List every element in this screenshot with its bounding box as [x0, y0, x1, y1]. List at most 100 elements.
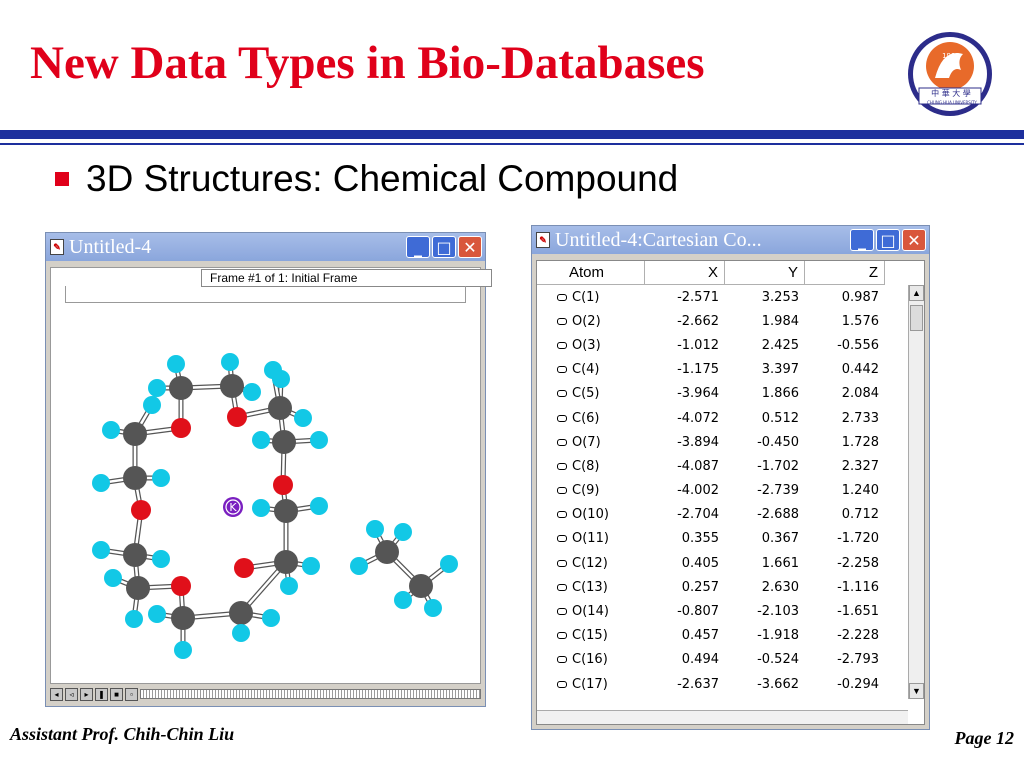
hydrogen-atom[interactable] — [262, 609, 280, 627]
column-header-y[interactable]: Y — [725, 261, 805, 285]
hydrogen-atom[interactable] — [350, 557, 368, 575]
rewind-icon[interactable]: ◂ — [50, 687, 63, 701]
step-back-icon[interactable]: ◃ — [65, 687, 78, 701]
minimize-button[interactable]: _ — [406, 236, 430, 258]
hydrogen-atom[interactable] — [104, 569, 122, 587]
close-button[interactable]: ✕ — [902, 229, 926, 251]
loop-icon[interactable]: ▫ — [125, 687, 138, 701]
scroll-thumb[interactable] — [910, 305, 923, 331]
hydrogen-atom[interactable] — [221, 353, 239, 371]
close-button[interactable]: ✕ — [458, 236, 482, 258]
oxygen-atom[interactable] — [171, 418, 191, 438]
carbon-atom[interactable] — [220, 374, 244, 398]
table-row[interactable]: C(8) -4.087 -1.702 2.327 — [537, 454, 908, 478]
scroll-up-icon[interactable]: ▲ — [909, 285, 924, 301]
table-row[interactable]: C(4) -1.175 3.397 0.442 — [537, 358, 908, 382]
carbon-atom[interactable] — [123, 543, 147, 567]
hydrogen-atom[interactable] — [440, 555, 458, 573]
hydrogen-atom[interactable] — [148, 605, 166, 623]
frame-slider[interactable] — [140, 689, 481, 699]
table-row[interactable]: C(16) 0.494 -0.524 -2.793 — [537, 648, 908, 672]
hydrogen-atom[interactable] — [152, 550, 170, 568]
hydrogen-atom[interactable] — [232, 624, 250, 642]
carbon-atom[interactable] — [123, 466, 147, 490]
carbon-atom[interactable] — [229, 601, 253, 625]
atom-cell: C(17) — [537, 677, 645, 692]
molecule-structure[interactable]: K — [51, 268, 482, 686]
hydrogen-atom[interactable] — [252, 431, 270, 449]
hydrogen-atom[interactable] — [174, 641, 192, 659]
carbon-atom[interactable] — [169, 376, 193, 400]
table-row[interactable]: O(2) -2.662 1.984 1.576 — [537, 309, 908, 333]
table-row[interactable]: O(7) -3.894 -0.450 1.728 — [537, 430, 908, 454]
table-row[interactable]: O(11) 0.355 0.367 -1.720 — [537, 527, 908, 551]
column-header-z[interactable]: Z — [805, 261, 885, 285]
play-icon[interactable]: ▸ — [80, 687, 93, 701]
oxygen-atom[interactable] — [234, 558, 254, 578]
carbon-atom[interactable] — [123, 422, 147, 446]
maximize-button[interactable]: □ — [432, 236, 456, 258]
molecule-window[interactable]: ✎ Untitled-4 _ □ ✕ Frame #1 of 1: Initia… — [45, 232, 492, 707]
column-header-atom[interactable]: Atom — [537, 261, 645, 285]
table-row[interactable]: C(5) -3.964 1.866 2.084 — [537, 382, 908, 406]
hydrogen-atom[interactable] — [280, 577, 298, 595]
row-icon — [557, 656, 567, 664]
carbon-atom[interactable] — [274, 550, 298, 574]
hydrogen-atom[interactable] — [102, 421, 120, 439]
table-row[interactable]: C(15) 0.457 -1.918 -2.228 — [537, 624, 908, 648]
hydrogen-atom[interactable] — [125, 610, 143, 628]
horizontal-scrollbar[interactable] — [537, 710, 908, 724]
carbon-atom[interactable] — [409, 574, 433, 598]
pause-icon[interactable]: ❚ — [95, 687, 108, 701]
hydrogen-atom[interactable] — [302, 557, 320, 575]
minimize-button[interactable]: _ — [850, 229, 874, 251]
molecule-canvas[interactable]: Frame #1 of 1: Initial Frame K — [50, 267, 492, 686]
coordinates-window[interactable]: ✎ Untitled-4:Cartesian Co... _ □ ✕ Atom … — [531, 225, 930, 730]
vertical-scrollbar[interactable]: ▲ ▼ — [908, 285, 924, 699]
table-row[interactable]: C(6) -4.072 0.512 2.733 — [537, 406, 908, 430]
hydrogen-atom[interactable] — [152, 469, 170, 487]
coordinates-window-titlebar[interactable]: ✎ Untitled-4:Cartesian Co... _ □ ✕ — [532, 226, 929, 254]
table-row[interactable]: C(1) -2.571 3.253 0.987 — [537, 285, 908, 309]
hydrogen-atom[interactable] — [148, 379, 166, 397]
carbon-atom[interactable] — [171, 606, 195, 630]
carbon-atom[interactable] — [268, 396, 292, 420]
hydrogen-atom[interactable] — [310, 431, 328, 449]
table-row[interactable]: O(10) -2.704 -2.688 0.712 — [537, 503, 908, 527]
row-icon — [557, 608, 567, 616]
table-row[interactable]: O(3) -1.012 2.425 -0.556 — [537, 333, 908, 357]
carbon-atom[interactable] — [126, 576, 150, 600]
table-row[interactable]: C(12) 0.405 1.661 -2.258 — [537, 551, 908, 575]
x-cell: 0.457 — [681, 628, 719, 644]
hydrogen-atom[interactable] — [310, 497, 328, 515]
column-header-x[interactable]: X — [645, 261, 725, 285]
carbon-atom[interactable] — [272, 430, 296, 454]
hydrogen-atom[interactable] — [294, 409, 312, 427]
stop-icon[interactable]: ■ — [110, 687, 123, 701]
carbon-atom[interactable] — [375, 540, 399, 564]
hydrogen-atom[interactable] — [366, 520, 384, 538]
table-row[interactable]: C(9) -4.002 -2.739 1.240 — [537, 479, 908, 503]
molecule-window-titlebar[interactable]: ✎ Untitled-4 _ □ ✕ — [46, 233, 485, 261]
hydrogen-atom[interactable] — [167, 355, 185, 373]
maximize-button[interactable]: □ — [876, 229, 900, 251]
carbon-atom[interactable] — [274, 499, 298, 523]
hydrogen-atom[interactable] — [424, 599, 442, 617]
hydrogen-atom[interactable] — [243, 383, 261, 401]
hydrogen-atom[interactable] — [264, 361, 282, 379]
oxygen-atom[interactable] — [131, 500, 151, 520]
oxygen-atom[interactable] — [171, 576, 191, 596]
oxygen-atom[interactable] — [273, 475, 293, 495]
table-row[interactable]: O(14) -0.807 -2.103 -1.651 — [537, 599, 908, 623]
hydrogen-atom[interactable] — [252, 499, 270, 517]
table-row[interactable]: C(17) -2.637 -3.662 -0.294 — [537, 672, 908, 696]
hydrogen-atom[interactable] — [143, 396, 161, 414]
hydrogen-atom[interactable] — [92, 541, 110, 559]
hydrogen-atom[interactable] — [92, 474, 110, 492]
table-row[interactable]: C(13) 0.257 2.630 -1.116 — [537, 575, 908, 599]
hydrogen-atom[interactable] — [394, 591, 412, 609]
hydrogen-atom[interactable] — [394, 523, 412, 541]
oxygen-atom[interactable] — [227, 407, 247, 427]
scroll-down-icon[interactable]: ▼ — [909, 683, 924, 699]
atom-cell: C(15) — [537, 628, 645, 643]
